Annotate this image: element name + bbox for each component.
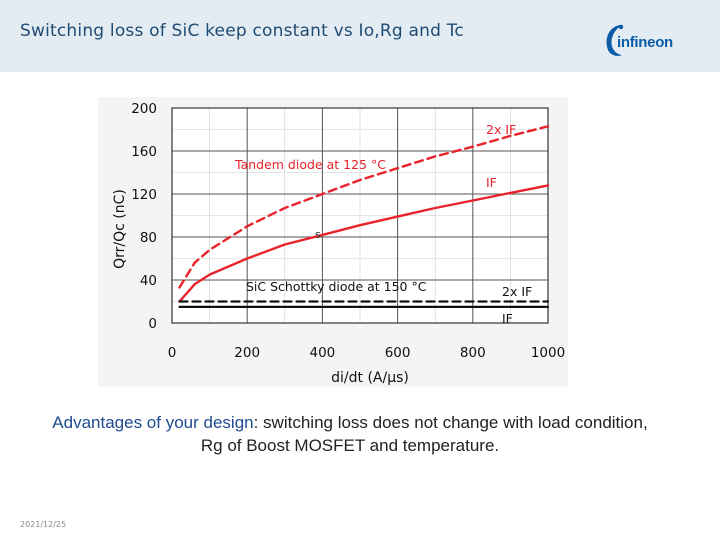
slide-caption: Advantages of your design: switching los…: [40, 411, 660, 457]
logo-wordmark: infineon: [617, 34, 673, 51]
x-tick-label: 800: [460, 345, 486, 361]
caption-highlight: Advantages of your design: [52, 413, 254, 432]
y-tick-label: 160: [131, 144, 157, 160]
x-tick-label: 400: [310, 345, 336, 361]
y-axis-label: Qrr/Qc (nC): [112, 189, 128, 269]
logo-swoosh: [606, 25, 624, 56]
y-tick-label: 120: [131, 187, 157, 203]
caption-text: : switching loss does not change with lo…: [200, 413, 648, 455]
x-tick-label: 600: [385, 345, 411, 361]
schottky-if-label: IF: [502, 311, 513, 326]
y-tick-label: 80: [140, 230, 157, 246]
schottky-2xif-label: 2x IF: [502, 284, 532, 299]
tandem-if-label: IF: [486, 175, 497, 190]
tick-layer: 0 200 400 600 800 1000 0 40 80 120 160 200: [131, 101, 565, 361]
plot-frame: [171, 107, 549, 324]
x-axis-label: di/dt (A/μs): [331, 370, 409, 386]
tandem-2xif-label: 2x IF: [486, 122, 516, 137]
x-tick-label: 1000: [531, 345, 565, 361]
marker-s: s: [315, 228, 321, 241]
infineon-logo: infineon: [606, 24, 673, 56]
series-line-tandem-2xif: [178, 125, 550, 289]
series-line-tandem-if: [178, 184, 550, 303]
x-tick-label: 200: [234, 345, 260, 361]
slide-title: Switching loss of SiC keep constant vs I…: [20, 21, 464, 41]
tandem-annotation: Tandem diode at 125 °C: [234, 157, 386, 172]
schottky-annotation: SiC Schottky diode at 150 °C: [246, 279, 427, 294]
series-layer: [178, 125, 550, 308]
y-tick-label: 0: [148, 316, 157, 332]
y-tick-label: 40: [140, 273, 157, 289]
logo-dot: [618, 24, 624, 30]
slide-header: Switching loss of SiC keep constant vs I…: [0, 0, 720, 72]
y-tick-label: 200: [131, 101, 157, 117]
x-tick-label: 0: [168, 345, 177, 361]
grid-major: [172, 108, 548, 323]
slide-date: 2021/12/25: [20, 520, 67, 529]
qrr-chart: 0 200 400 600 800 1000 0 40 80 120 160 200 Tandem d…: [98, 97, 568, 387]
